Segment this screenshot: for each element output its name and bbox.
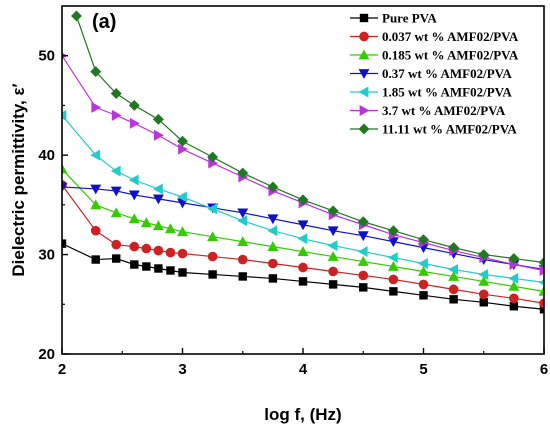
x-axis-label: log f, (Hz) xyxy=(264,405,341,424)
data-point xyxy=(154,264,162,272)
data-point xyxy=(298,233,308,244)
data-point xyxy=(129,242,139,252)
data-point xyxy=(129,213,140,223)
panel-label: (a) xyxy=(92,11,116,33)
x-tick-label: 6 xyxy=(540,361,548,378)
data-point xyxy=(154,246,164,256)
x-tick-label: 3 xyxy=(178,361,186,378)
data-point xyxy=(509,293,519,303)
legend-marker xyxy=(359,124,370,135)
legend-marker xyxy=(359,32,369,42)
y-tick-label: 30 xyxy=(38,247,55,264)
data-point xyxy=(178,249,188,259)
data-point xyxy=(268,259,278,269)
data-point xyxy=(389,275,399,285)
legend-label: 0.185 wt % AMF02/PVA xyxy=(382,48,519,63)
legend: Pure PVA 0.037 wt % AMF02/PVA 0.185 wt % A… xyxy=(350,11,519,137)
legend-entry: 11.11 wt % AMF02/PVA xyxy=(350,122,517,137)
y-tick-label: 40 xyxy=(38,147,55,164)
data-point xyxy=(130,260,138,268)
legend-label: 3.7 wt % AMF02/PVA xyxy=(382,103,506,118)
data-point xyxy=(419,291,427,299)
data-point xyxy=(154,130,164,141)
data-point xyxy=(328,267,338,277)
data-point xyxy=(208,252,218,262)
legend-entry: 0.037 wt % AMF02/PVA xyxy=(350,29,519,44)
data-point xyxy=(510,302,518,310)
data-point xyxy=(238,255,248,265)
data-point xyxy=(359,283,367,291)
x-tick-label: 2 xyxy=(58,361,66,378)
legend-entry: 0.37 wt % AMF02/PVA xyxy=(350,66,512,81)
data-point xyxy=(479,290,489,300)
data-point xyxy=(239,272,247,280)
legend-marker xyxy=(360,105,370,116)
data-point xyxy=(111,207,122,217)
data-point xyxy=(166,248,176,258)
y-axis-label: Dielectric permittivity, ε′ xyxy=(9,83,28,276)
data-point xyxy=(91,102,101,113)
data-point xyxy=(480,298,488,306)
data-point xyxy=(269,274,277,282)
data-point xyxy=(91,226,101,236)
data-point xyxy=(358,246,368,257)
y-tick-label: 20 xyxy=(38,346,55,363)
x-tick-label: 5 xyxy=(419,361,427,378)
data-point xyxy=(71,10,82,21)
legend-label: 1.85 wt % AMF02/PVA xyxy=(382,85,512,100)
data-point xyxy=(419,280,429,290)
data-point xyxy=(299,277,307,285)
data-point xyxy=(142,262,150,270)
legend-entry: 1.85 wt % AMF02/PVA xyxy=(350,85,512,100)
data-point xyxy=(298,263,308,273)
legend-entry: 3.7 wt % AMF02/PVA xyxy=(350,103,506,118)
data-point xyxy=(178,268,186,276)
legend-label: 11.11 wt % AMF02/PVA xyxy=(382,122,517,137)
data-point xyxy=(129,100,140,111)
data-point xyxy=(328,240,338,251)
x-tick-label: 4 xyxy=(299,361,308,378)
data-point xyxy=(112,254,120,262)
data-point xyxy=(267,225,277,236)
legend-label: 0.037 wt % AMF02/PVA xyxy=(382,29,519,44)
legend-marker xyxy=(359,87,369,98)
legend-entry: 0.185 wt % AMF02/PVA xyxy=(350,48,519,63)
data-point xyxy=(153,183,163,194)
data-point xyxy=(329,280,337,288)
data-point xyxy=(130,118,140,129)
data-point xyxy=(449,285,459,295)
legend-label: 0.37 wt % AMF02/PVA xyxy=(382,66,512,81)
data-point xyxy=(111,240,121,250)
data-point xyxy=(142,244,152,254)
data-point xyxy=(92,255,100,263)
data-point xyxy=(449,295,457,303)
y-tick-label: 50 xyxy=(38,48,55,65)
data-point xyxy=(208,270,216,278)
data-point xyxy=(358,271,368,281)
legend-label: Pure PVA xyxy=(382,11,437,26)
data-point xyxy=(389,287,397,295)
data-point xyxy=(129,175,139,186)
data-point xyxy=(112,110,122,121)
legend-marker xyxy=(360,14,368,22)
data-point xyxy=(166,266,174,274)
legend-entry: Pure PVA xyxy=(350,11,437,26)
data-point xyxy=(388,252,398,263)
data-point xyxy=(141,217,152,227)
